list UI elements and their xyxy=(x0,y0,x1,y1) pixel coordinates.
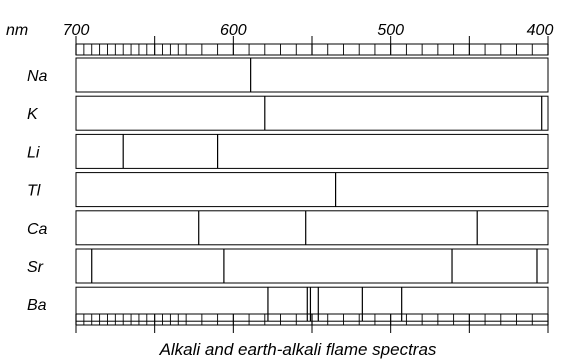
spectrum-box xyxy=(75,57,549,93)
element-symbol-label: Tl xyxy=(27,183,41,200)
spectrum-box xyxy=(75,248,549,284)
axis-tick-label: 700 xyxy=(63,22,90,39)
axis-tick-label: 600 xyxy=(220,22,247,39)
element-symbol-label: Ca xyxy=(27,221,48,238)
spectrum-row-k: K xyxy=(27,95,549,131)
spectrum-row-tl: Tl xyxy=(27,172,549,208)
element-symbol-label: K xyxy=(27,106,39,123)
bottom-wavelength-scale xyxy=(75,313,549,333)
spectra-rows: Na K Li Tl Ca Sr Ba xyxy=(27,57,549,322)
spectrum-row-na: Na xyxy=(27,57,549,93)
spectrum-box xyxy=(75,286,549,322)
spectrum-row-ba: Ba xyxy=(27,286,549,322)
axis-unit-label: nm xyxy=(6,22,28,39)
spectrum-row-sr: Sr xyxy=(27,248,549,284)
element-symbol-label: Sr xyxy=(27,259,44,276)
spectrum-row-ca: Ca xyxy=(27,210,549,246)
figure-caption: Alkali and earth-alkali flame spectras xyxy=(159,340,437,359)
spectrum-box xyxy=(75,210,549,246)
spectrum-box xyxy=(75,172,549,208)
wavelength-axis-labels: nm 700 600 500 400 xyxy=(6,22,553,39)
axis-tick-label: 500 xyxy=(377,22,404,39)
element-symbol-label: Ba xyxy=(27,297,47,314)
axis-tick-label: 400 xyxy=(527,22,554,39)
spectrum-row-li: Li xyxy=(27,133,549,169)
spectrum-box xyxy=(75,95,549,131)
element-symbol-label: Li xyxy=(27,144,40,161)
top-wavelength-scale xyxy=(75,36,549,56)
spectrum-box xyxy=(75,133,549,169)
element-symbol-label: Na xyxy=(27,68,48,85)
